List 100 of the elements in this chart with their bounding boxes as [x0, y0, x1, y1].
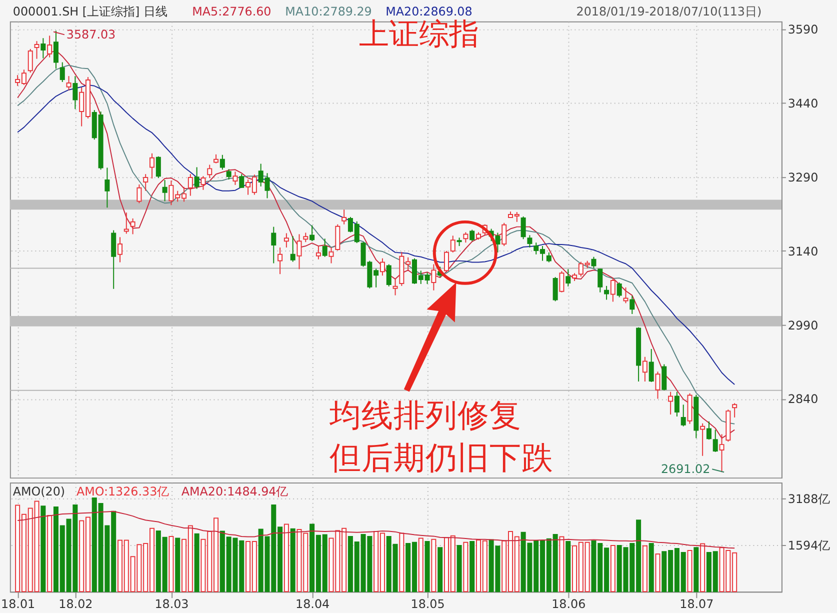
- candlestick: [316, 246, 321, 260]
- y-tick-label: 3140: [788, 244, 818, 258]
- bar: [431, 538, 436, 592]
- x-tick-label: 18.07: [680, 596, 714, 611]
- y-tick-label: 1594亿: [788, 538, 830, 553]
- candlestick: [450, 235, 456, 253]
- candlestick: [207, 164, 212, 179]
- x-tick-label: 18.04: [296, 596, 330, 611]
- bar: [438, 547, 443, 592]
- bar: [40, 506, 46, 592]
- candlestick: [623, 286, 628, 304]
- bar: [642, 545, 648, 592]
- bar: [456, 545, 462, 592]
- candlestick: [604, 285, 610, 300]
- bar: [700, 543, 706, 592]
- candlestick: [700, 422, 706, 456]
- bar: [566, 540, 571, 592]
- candlestick: [194, 166, 200, 190]
- y-tick-label: 3188亿: [788, 492, 830, 506]
- candlestick: [610, 277, 616, 302]
- candlestick: [34, 40, 40, 60]
- text: 2018/01/19-2018/07/10(113日): [576, 4, 762, 18]
- bar: [655, 553, 660, 592]
- candlestick: [559, 270, 564, 293]
- x-tick-label: 18.05: [410, 596, 445, 611]
- candlestick: [60, 62, 65, 82]
- candlestick: [386, 264, 392, 287]
- candlestick: [470, 229, 475, 242]
- candlestick: [47, 35, 52, 58]
- annotation: 均线排列修复: [328, 398, 522, 434]
- candlestick: [188, 174, 193, 196]
- candlestick: [431, 264, 436, 291]
- candlestick: [335, 224, 340, 251]
- y-tick-label: 3290: [788, 170, 818, 185]
- candlestick: [502, 222, 507, 247]
- bar: [470, 540, 475, 592]
- y-tick-label: 3590: [788, 22, 818, 37]
- chart-title: 上证综指: [358, 17, 479, 52]
- y-tick-label: 2990: [788, 318, 818, 332]
- bar: [610, 545, 616, 592]
- candlestick: [328, 247, 334, 264]
- candlestick: [566, 268, 571, 287]
- chart-subtitle: 000001.SH [上证综指] 日线: [12, 4, 168, 18]
- candlestick: [655, 371, 660, 400]
- candlestick: [527, 234, 532, 248]
- candlestick: [220, 154, 225, 170]
- series-label: AMO:1326.33亿: [76, 484, 170, 498]
- candlestick: [156, 156, 161, 179]
- candlestick: [598, 268, 603, 293]
- candlestick: [278, 247, 283, 275]
- candlestick: [706, 420, 712, 440]
- candlestick: [143, 174, 148, 192]
- y-tick-label: 2840: [788, 392, 818, 406]
- candlestick: [226, 168, 232, 180]
- candlestick: [232, 171, 238, 186]
- candlestick: [642, 356, 648, 382]
- candlestick: [150, 152, 155, 180]
- text: MA10:2789.29: [285, 4, 372, 18]
- candlestick: [520, 216, 526, 240]
- candlestick: [380, 258, 385, 276]
- bar: [694, 547, 699, 592]
- candlestick: [104, 167, 110, 208]
- candlestick: [290, 236, 296, 262]
- text: MA5:2776.60: [192, 4, 272, 18]
- candlestick: [732, 402, 738, 418]
- candlestick: [630, 295, 635, 315]
- candlestick: [662, 364, 667, 391]
- candlestick: [284, 232, 289, 248]
- line-series: [17, 84, 736, 385]
- candlestick: [28, 48, 33, 74]
- candlestick: [463, 232, 468, 244]
- bar: [418, 538, 424, 592]
- candlestick: [668, 391, 674, 416]
- candlestick: [130, 218, 136, 235]
- bar: [47, 514, 52, 592]
- candlestick: [72, 76, 78, 110]
- candlestick: [66, 76, 72, 91]
- chart-subtitle: AMO(20): [12, 484, 66, 498]
- bar: [194, 533, 200, 592]
- candlestick: [296, 234, 302, 270]
- annotation: 但后期仍旧下跌: [329, 440, 554, 477]
- candlestick: [680, 404, 686, 427]
- candlestick: [546, 252, 552, 263]
- candlestick: [200, 176, 206, 190]
- candlestick: [712, 429, 718, 452]
- candlestick: [111, 230, 116, 290]
- bar: [399, 532, 404, 592]
- candlestick: [342, 209, 347, 225]
- candlestick: [591, 256, 596, 269]
- bar: [559, 536, 564, 592]
- candlestick: [719, 434, 724, 473]
- candlestick: [239, 174, 244, 188]
- candlestick: [40, 38, 46, 59]
- candlestick: [117, 236, 122, 263]
- annotation: 2691.02: [660, 462, 710, 476]
- bar: [284, 524, 289, 592]
- y-tick-label: 3440: [788, 96, 818, 111]
- candlestick: [392, 278, 398, 296]
- bar: [175, 538, 180, 592]
- x-tick-label: 18.06: [552, 596, 586, 611]
